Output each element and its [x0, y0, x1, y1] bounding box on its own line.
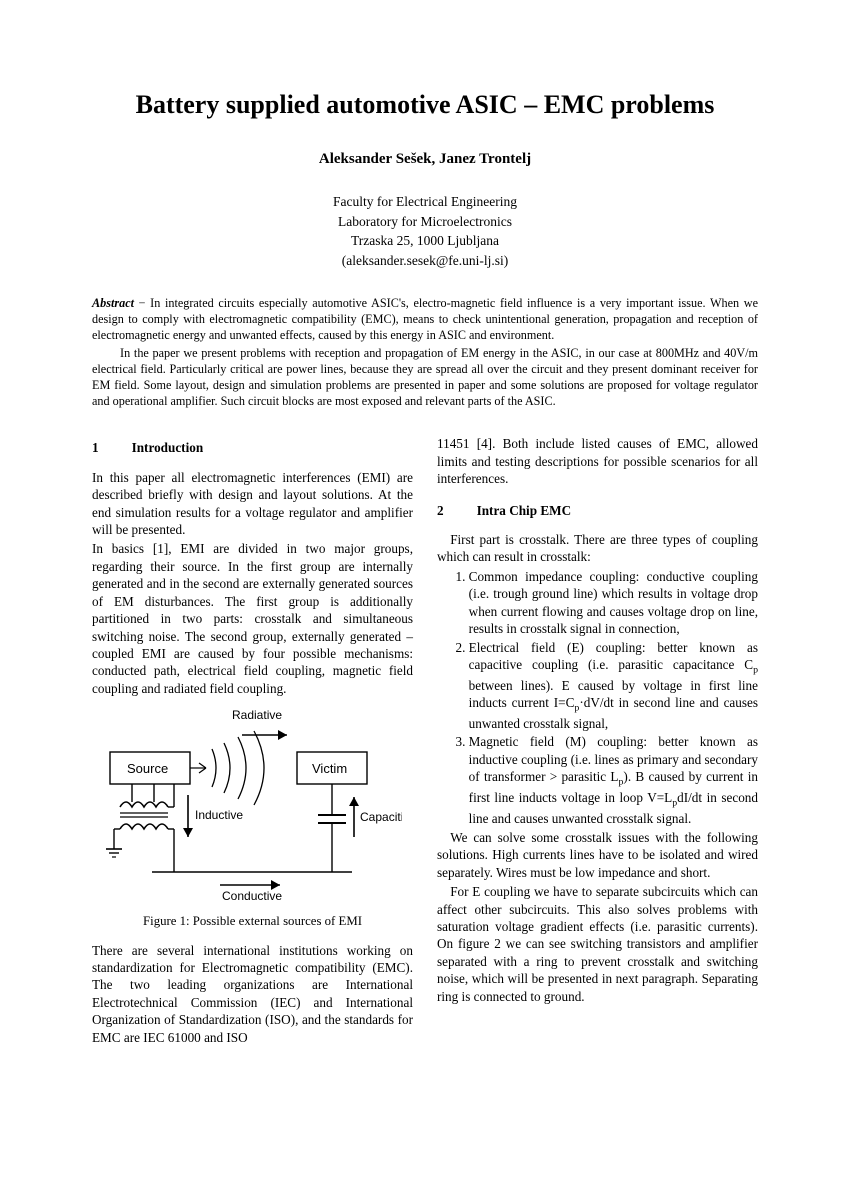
list-item: Electrical field (E) coupling: better kn… — [469, 639, 758, 733]
abstract: Abstract − In integrated circuits especi… — [92, 296, 758, 409]
section-title: Introduction — [132, 440, 204, 455]
coupling-list: Common impedance coupling: conductive co… — [437, 568, 758, 827]
body-text: First part is crosstalk. There are three… — [437, 531, 758, 566]
section-heading: 2Intra Chip EMC — [437, 502, 758, 519]
body-text: We can solve some crosstalk issues with … — [437, 829, 758, 881]
figure-1: Radiative Source Victim — [92, 707, 413, 906]
affiliation: Faculty for Electrical Engineering Labor… — [92, 192, 758, 270]
abstract-text: In the paper we present problems with re… — [92, 346, 758, 409]
authors: Aleksander Sešek, Janez Trontelj — [92, 150, 758, 170]
section-number: 2 — [437, 502, 477, 519]
abstract-label: Abstract — [92, 296, 134, 310]
fig-label-radiative: Radiative — [232, 708, 282, 722]
body-text: 11451 [4]. Both include listed causes of… — [437, 435, 758, 487]
affil-line: Faculty for Electrical Engineering — [92, 192, 758, 212]
body-text: There are several international institut… — [92, 942, 413, 1047]
abstract-text: − In integrated circuits especially auto… — [92, 296, 758, 342]
left-column: 1Introduction In this paper all electrom… — [92, 435, 413, 1048]
affil-line: Trzaska 25, 1000 Ljubljana — [92, 231, 758, 251]
right-column: 11451 [4]. Both include listed causes of… — [437, 435, 758, 1048]
section-heading: 1Introduction — [92, 439, 413, 456]
fig-label-victim: Victim — [312, 761, 347, 776]
body-text: In basics [1], EMI are divided in two ma… — [92, 540, 413, 697]
section-number: 1 — [92, 439, 132, 456]
fig-label-conductive: Conductive — [222, 889, 282, 902]
affil-line: Laboratory for Microelectronics — [92, 212, 758, 232]
body-text: In this paper all electromagnetic interf… — [92, 469, 413, 539]
body-text: For E coupling we have to separate subci… — [437, 883, 758, 1005]
list-item: Common impedance coupling: conductive co… — [469, 568, 758, 638]
section-title: Intra Chip EMC — [477, 503, 572, 518]
figure-caption: Figure 1: Possible external sources of E… — [92, 913, 413, 930]
fig-label-source: Source — [127, 761, 168, 776]
fig-label-inductive: Inductive — [195, 808, 243, 822]
affil-line: (aleksander.sesek@fe.uni-lj.si) — [92, 251, 758, 271]
paper-title: Battery supplied automotive ASIC – EMC p… — [92, 88, 758, 122]
list-item: Magnetic field (M) coupling: better know… — [469, 733, 758, 827]
fig-label-capacitive: Capacitive — [360, 810, 402, 824]
